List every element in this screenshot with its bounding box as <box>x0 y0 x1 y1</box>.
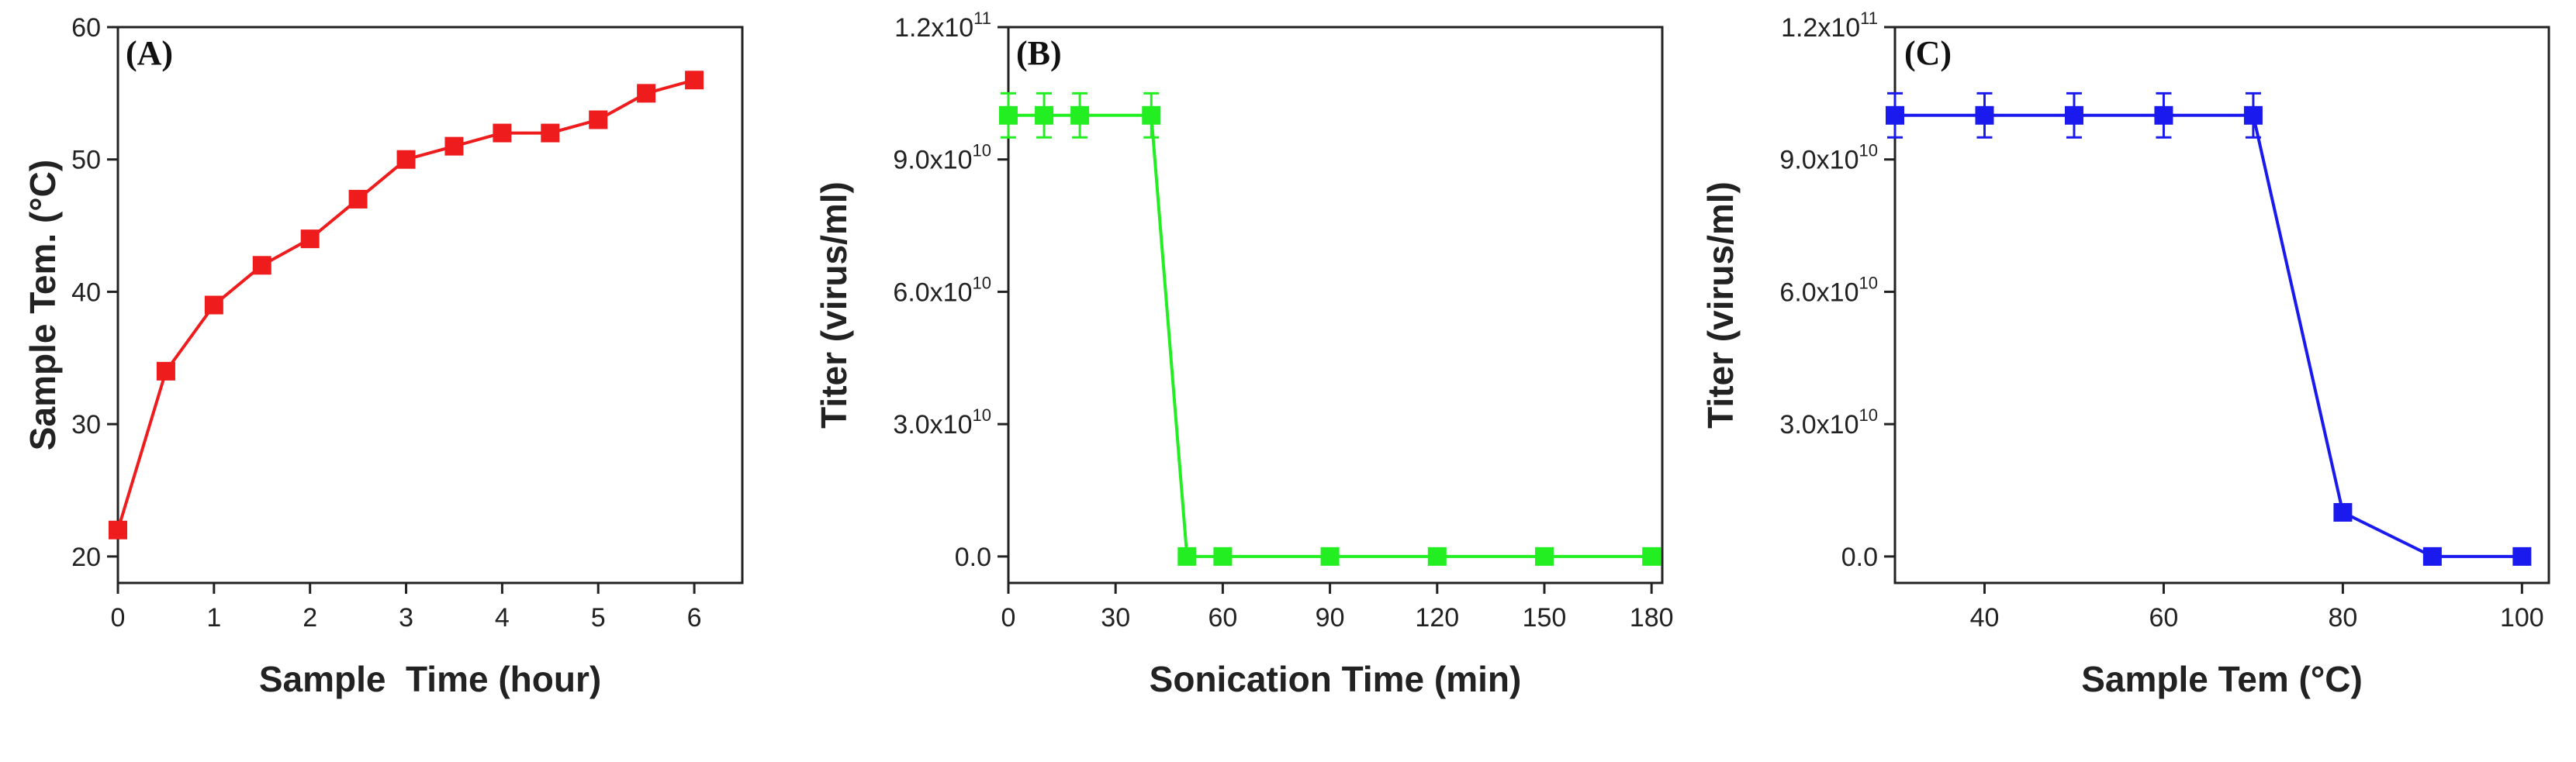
series-c <box>1886 91 2532 566</box>
x-tick-label-b: 150 <box>1523 603 1567 633</box>
x-tick-label-c: 40 <box>1970 603 2000 633</box>
data-point-b <box>1035 105 1054 125</box>
plot-frame-b <box>1007 26 1664 584</box>
data-point-c <box>2333 502 2353 522</box>
data-point-b <box>1213 547 1233 566</box>
y-tick-label-a: 30 <box>71 410 101 440</box>
data-point-b <box>999 105 1018 125</box>
data-point-b <box>1427 547 1447 566</box>
data-point-c <box>2064 105 2083 125</box>
x-tick-label-c: 80 <box>2328 603 2357 633</box>
axes-c: 40 60 80 100 0.0 3.0x1010 6.0x1010 9.0x1010 1.2x… <box>1779 9 2543 633</box>
data-point-a <box>541 123 560 143</box>
panel-a: 0 1 2 3 4 5 6 20 30 40 50 60 (A) Sample Time (hour)… <box>22 13 744 699</box>
data-point-b <box>1320 547 1340 566</box>
data-point-c <box>2422 547 2442 566</box>
y-tick-label-c: 3.0x1010 <box>1779 405 1878 440</box>
data-point-b <box>1534 547 1554 566</box>
y-axis-title-b: Titer (virus/ml) <box>814 181 854 429</box>
x-tick-label-b: 60 <box>1208 603 1237 633</box>
data-point-a <box>204 295 223 315</box>
x-axis-title-c: Sample Tem (°C) <box>2081 659 2363 699</box>
plot-frame-a <box>116 26 744 584</box>
y-tick-label-c: 0.0 <box>1841 543 1878 572</box>
data-point-c <box>2512 547 2532 566</box>
x-tick-label-b: 0 <box>1001 603 1016 633</box>
y-tick-label-a: 20 <box>71 543 101 572</box>
series-line-b <box>1008 113 1652 558</box>
panel-label-a: (A) <box>126 34 173 72</box>
x-tick-label-a: 3 <box>399 603 413 633</box>
y-tick-label-c: 1.2x1011 <box>1781 9 1878 43</box>
data-point-c <box>2243 105 2263 125</box>
x-tick-label-a: 5 <box>591 603 606 633</box>
series-b <box>999 91 1661 566</box>
data-point-a <box>685 71 704 90</box>
y-tick-label-b: 6.0x1010 <box>893 273 991 307</box>
y-tick-label-c: 9.0x1010 <box>1779 141 1878 175</box>
y-tick-label-b: 9.0x1010 <box>893 141 991 175</box>
data-point-c <box>1886 105 1904 125</box>
x-axis-title-a: Sample Time (hour) <box>259 659 601 699</box>
series-line-c <box>1895 113 2522 558</box>
plot-frame-c <box>1893 26 2550 584</box>
axes-b: 0 30 60 90 120 150 180 0.0 3.0x1010 6.0x1010 9.0x1… <box>893 9 1673 633</box>
y-tick-label-c: 6.0x1010 <box>1779 273 1878 307</box>
axes-a: 0 1 2 3 4 5 6 20 30 40 50 60 <box>71 13 701 633</box>
y-tick-label-a: 40 <box>71 278 101 307</box>
data-point-b <box>1070 105 1090 125</box>
x-tick-label-c: 60 <box>2149 603 2179 633</box>
x-tick-label-a: 2 <box>303 603 317 633</box>
x-tick-label-a: 6 <box>687 603 702 633</box>
y-tick-label-b: 3.0x1010 <box>893 405 991 440</box>
data-point-a <box>348 189 368 209</box>
x-tick-label-b: 90 <box>1316 603 1345 633</box>
data-point-c <box>2154 105 2173 125</box>
panel-b: 0 30 60 90 120 150 180 0.0 3.0x1010 6.0x1010 9.0x1… <box>814 9 1674 699</box>
panel-label-b: (B) <box>1016 34 1062 72</box>
data-point-c <box>1975 105 1994 125</box>
x-tick-label-a: 1 <box>206 603 221 633</box>
y-tick-label-b: 1.2x1011 <box>894 9 991 43</box>
series-a <box>109 71 704 540</box>
data-point-a <box>637 84 656 103</box>
y-tick-label-a: 60 <box>71 13 101 43</box>
data-point-a <box>493 123 512 143</box>
x-axis-title-b: Sonication Time (min) <box>1150 659 1522 699</box>
x-tick-label-b: 180 <box>1630 603 1674 633</box>
data-point-a <box>156 361 175 381</box>
data-point-a <box>300 229 320 249</box>
data-point-a <box>589 110 608 129</box>
data-point-b <box>1642 547 1661 566</box>
y-axis-title-a: Sample Tem. (°C) <box>22 160 63 450</box>
y-axis-title-c: Titer (virus/ml) <box>1700 181 1741 429</box>
x-tick-label-c: 100 <box>2500 603 2544 633</box>
x-tick-label-a: 0 <box>111 603 126 633</box>
data-point-a <box>444 136 464 156</box>
data-point-a <box>252 256 271 275</box>
data-point-a <box>109 520 127 540</box>
data-point-b <box>1177 547 1197 566</box>
x-tick-label-b: 30 <box>1101 603 1130 633</box>
data-point-a <box>396 150 416 169</box>
x-tick-label-a: 4 <box>495 603 510 633</box>
panel-c: 40 60 80 100 0.0 3.0x1010 6.0x1010 9.0x1010 1.2x… <box>1700 9 2550 699</box>
y-tick-label-a: 50 <box>71 146 101 175</box>
series-line-a <box>116 78 695 531</box>
x-tick-label-b: 120 <box>1415 603 1459 633</box>
panel-label-c: (C) <box>1904 34 1952 72</box>
data-point-b <box>1142 105 1161 125</box>
y-tick-label-b: 0.0 <box>955 543 991 572</box>
